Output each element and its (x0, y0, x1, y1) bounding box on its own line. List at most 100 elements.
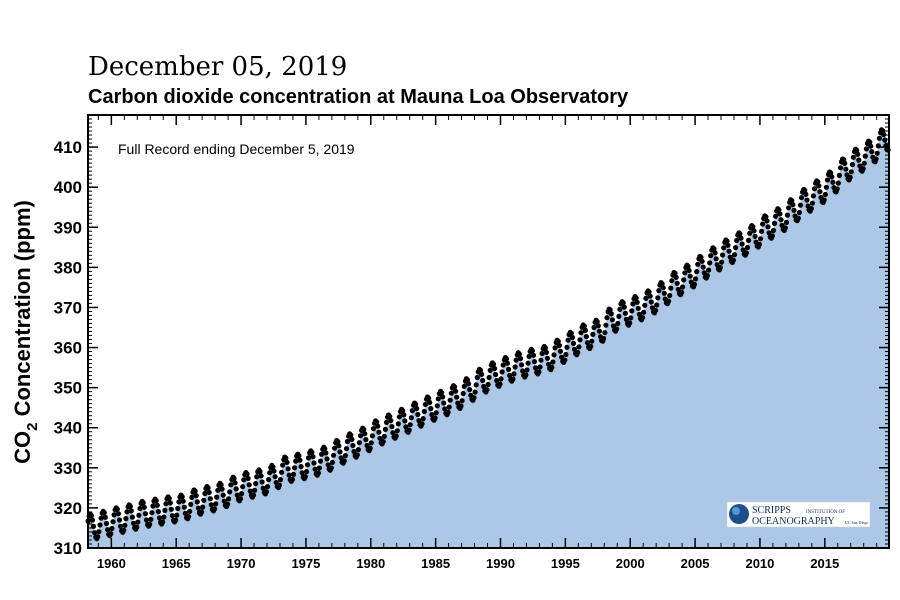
data-point (285, 466, 291, 472)
data-point (377, 435, 383, 441)
data-point (773, 213, 779, 219)
data-point (155, 509, 161, 515)
data-point (538, 357, 544, 363)
data-point (205, 485, 211, 491)
data-point (655, 295, 661, 301)
data-point (550, 359, 556, 365)
data-point (201, 497, 207, 503)
data-point (122, 522, 128, 528)
data-point (342, 453, 348, 459)
data-point (376, 429, 382, 435)
data-point (824, 177, 831, 183)
data-point (842, 160, 848, 166)
data-point (266, 477, 272, 483)
data-point (725, 242, 731, 248)
data-point (770, 227, 777, 234)
data-point (454, 394, 460, 400)
data-point (272, 474, 278, 480)
data-point (474, 374, 480, 381)
data-point (821, 197, 827, 203)
data-point (747, 230, 753, 236)
data-point (180, 498, 186, 504)
y-tick-label: 330 (54, 459, 82, 478)
data-point (542, 345, 549, 351)
data-point (608, 311, 614, 317)
data-point (500, 362, 506, 368)
data-point (245, 475, 251, 481)
data-point (317, 458, 324, 464)
data-point (303, 469, 310, 475)
data-point (519, 362, 525, 368)
data-point (836, 172, 843, 178)
data-point (667, 292, 673, 299)
data-point (835, 180, 841, 186)
data-point (681, 277, 687, 283)
data-point (240, 484, 246, 490)
y-tick-label: 380 (54, 258, 82, 277)
data-point (367, 445, 373, 451)
chart-title: Carbon dioxide concentration at Mauna Lo… (88, 86, 629, 108)
data-point (228, 482, 234, 488)
x-tick-label: 1980 (356, 556, 385, 571)
x-tick-label: 1960 (97, 556, 126, 571)
data-point (847, 174, 853, 180)
data-point (543, 349, 550, 355)
data-point (169, 513, 175, 519)
data-point (707, 260, 713, 266)
data-point (790, 202, 796, 208)
data-point (147, 521, 153, 527)
data-point (849, 162, 856, 168)
data-point (101, 510, 107, 516)
data-point (415, 411, 421, 418)
data-point (588, 343, 594, 349)
data-point (187, 508, 193, 514)
data-point (336, 443, 342, 449)
data-point (848, 169, 854, 175)
data-point (739, 241, 745, 247)
data-point (614, 326, 620, 332)
data-point (302, 474, 308, 480)
data-point (490, 361, 497, 367)
data-point (823, 184, 830, 190)
data-point (140, 500, 146, 506)
data-point (750, 224, 756, 230)
data-point (124, 509, 130, 515)
data-point (726, 248, 732, 254)
data-point (323, 450, 329, 456)
data-point (647, 293, 653, 299)
data-point (427, 399, 433, 406)
data-point (712, 250, 718, 256)
data-point (426, 395, 432, 401)
data-point (154, 502, 160, 508)
data-point (860, 166, 866, 172)
y-axis-label-subscript: 2 (24, 423, 41, 431)
data-point (409, 408, 415, 414)
data-point (284, 459, 290, 465)
data-point (700, 264, 706, 270)
data-point (95, 534, 101, 540)
data-point (830, 179, 836, 185)
data-point (458, 403, 464, 409)
logo-line1-small: INSTITUTION OF (806, 510, 845, 515)
data-point (743, 250, 750, 256)
data-point (215, 487, 221, 493)
data-point (516, 351, 523, 357)
data-point (189, 494, 195, 500)
data-point (717, 264, 724, 271)
data-point (760, 221, 766, 227)
data-point (283, 455, 289, 461)
data-point (603, 322, 609, 328)
data-point (568, 330, 574, 336)
data-point (102, 514, 108, 520)
data-point (786, 205, 792, 211)
data-point (316, 465, 322, 471)
data-point (396, 414, 402, 420)
data-point (439, 390, 445, 396)
data-point (174, 512, 180, 518)
data-point (419, 421, 425, 427)
data-point (782, 225, 788, 231)
data-point (260, 485, 266, 491)
data-point (355, 447, 361, 453)
data-point (679, 289, 685, 295)
